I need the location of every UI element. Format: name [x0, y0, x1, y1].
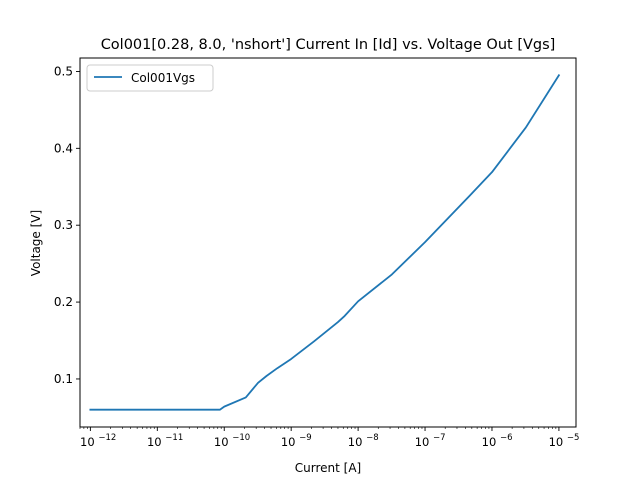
x-tick-exponent: −7 [433, 433, 446, 443]
y-tick-label: 0.4 [54, 141, 73, 155]
series-line-0 [89, 74, 561, 411]
x-tick-label: 10 [415, 435, 430, 449]
y-axis: 0.1 0.2 0.3 0.4 0.5 [54, 64, 80, 386]
x-tick-label: 10 [549, 435, 564, 449]
y-tick-label: 0.3 [54, 218, 73, 232]
x-tick-label: 10 [482, 435, 497, 449]
x-tick-label: 10 [80, 435, 95, 449]
x-tick-label: 10 [348, 435, 363, 449]
x-tick-exponent: −5 [567, 433, 580, 443]
legend-label: Col001Vgs [131, 71, 195, 85]
x-axis: 10 −12 10 −11 10 −10 10 −9 10 −8 10 −7 10 −6 10 −5 [79, 427, 580, 449]
x-tick-exponent: −8 [366, 433, 379, 443]
plot-frame [79, 57, 577, 428]
x-tick-exponent: −11 [165, 433, 183, 443]
x-axis-label: Current [A] [295, 461, 361, 475]
legend: Col001Vgs [86, 64, 214, 92]
x-tick-exponent: −9 [299, 433, 312, 443]
y-tick-label: 0.5 [54, 64, 73, 78]
x-tick-exponent: −12 [98, 433, 116, 443]
y-axis-label: Voltage [V] [29, 210, 43, 276]
x-tick-label: 10 [147, 435, 162, 449]
y-tick-label: 0.2 [54, 295, 73, 309]
x-tick-exponent: −10 [232, 433, 250, 443]
x-tick-label: 10 [214, 435, 229, 449]
plot-area [89, 74, 561, 411]
chart-title: Col001[0.28, 8.0, 'nshort'] Current In [… [101, 37, 556, 53]
x-tick-label: 10 [281, 435, 296, 449]
x-tick-exponent: −6 [500, 433, 513, 443]
legend-box [86, 64, 214, 92]
y-tick-label: 0.1 [54, 372, 73, 386]
